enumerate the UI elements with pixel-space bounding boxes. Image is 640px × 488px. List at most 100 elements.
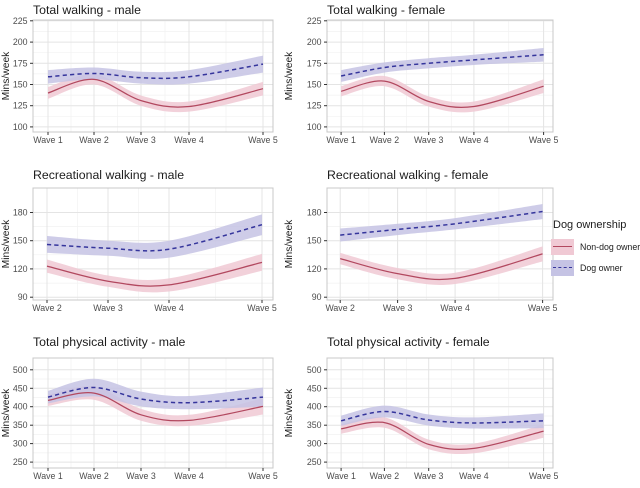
y-tick-label: 400 [13,402,28,412]
x-tick-label: Wave 3 [383,303,413,313]
x-tick-label: Wave 4 [440,303,470,313]
x-tick-label: Wave 2 [370,135,400,145]
y-tick-label: 500 [307,365,322,375]
y-tick-label: 200 [13,37,28,47]
panel-border [32,357,274,469]
non-dog-owner-confidence-band [47,253,262,293]
non-dog-owner-line [340,421,544,450]
y-tick-label: 250 [307,457,322,467]
x-tick-label: Wave 2 [79,471,109,481]
x-tick-label: Wave 4 [459,135,489,145]
panel-title: Recreational walking - female [327,168,488,182]
solid-line-icon [553,246,572,247]
panel-title: Total walking - female [327,3,445,17]
x-tick-label: Wave 3 [414,471,444,481]
non-dog-owner-line [340,80,544,109]
y-tick-label: 150 [13,236,28,246]
x-tick-label: Wave 5 [248,135,278,145]
axes: 100 125 150 175 200 225 Wave 1 Wave 2 Wave 3 Wave… [307,16,559,145]
panel-border [326,19,554,133]
y-tick-label: 180 [307,207,322,217]
dog-owner-line [340,54,544,77]
dog-owner-line [340,210,543,236]
chart-panel-total-walking-female: 100 125 150 175 200 225 Wave 1 Wave 2 Wave 3 Wave… [283,0,588,156]
y-axis-label: Mins/week [284,51,295,100]
y-tick-label: 90 [312,292,322,302]
y-tick-label: 175 [13,58,28,68]
y-axis-label: Mins/week [284,219,295,268]
x-tick-label: Wave 5 [529,471,559,481]
legend-item-non-dog-owner: Non-dog owner [551,239,640,255]
axes: 100 125 150 175 200 225 Wave 1 Wave 2 Wave 3 Wave… [13,16,278,145]
x-tick-label: Wave 5 [248,471,278,481]
chart-svg-total-physical-activity-female: 250 300 350 400 450 500 Wave 1 Wave 2 Wave 3 Wave… [284,335,559,481]
x-tick-label: Wave 5 [529,135,559,145]
panel-title: Recreational walking - male [33,168,184,182]
y-tick-label: 175 [307,58,322,68]
non-dog-owner-line [47,78,264,108]
y-tick-label: 300 [13,439,28,449]
chart-svg-recreational-walking-male: 90 120 150 180 Wave 2 Wave 3 Wave 4 Wave 5 Recre… [1,168,277,313]
y-axis-label: Mins/week [1,219,12,268]
x-tick-label: Wave 4 [459,471,489,481]
y-tick-label: 450 [13,383,28,393]
legend-item-dog-owner: Dog owner [551,260,640,276]
x-tick-label: Wave 3 [126,471,156,481]
y-tick-label: 125 [13,101,28,111]
y-tick-label: 125 [307,101,322,111]
panel-border [326,357,554,469]
x-tick-label: Wave 2 [79,135,109,145]
legend-item-label: Non-dog owner [580,242,640,252]
dog-owner-confidence-band [341,405,544,429]
y-tick-label: 225 [13,16,28,26]
panel-title: Total physical activity - male [33,335,186,349]
dog-owner-confidence-band [340,204,543,242]
y-tick-label: 225 [307,16,322,26]
non-dog-owner-confidence-band [340,246,543,285]
y-tick-label: 500 [13,365,28,375]
chart-svg-recreational-walking-female: 90 120 150 180 Wave 2 Wave 3 Wave 4 Wave 5 Recre… [284,168,558,313]
panel-title: Total physical activity - female [327,335,490,349]
x-tick-label: Wave 4 [154,303,184,313]
x-tick-label: Wave 2 [32,303,62,313]
chart-panel-recreational-walking-male: 90 120 150 180 Wave 2 Wave 3 Wave 4 Wave 5 Recre… [0,163,300,321]
non-dog-owner-line [46,261,263,287]
y-tick-label: 150 [307,79,322,89]
y-tick-label: 120 [13,264,28,274]
x-tick-label: Wave 4 [174,471,204,481]
dog-owner-line [47,63,264,80]
y-axis-label: Mins/week [284,388,295,437]
x-tick-label: Wave 4 [174,135,204,145]
axes: 250 300 350 400 450 500 Wave 1 Wave 2 Wave 3 Wave… [307,365,559,481]
y-tick-label: 300 [307,439,322,449]
chart-svg-total-walking-male: 100 125 150 175 200 225 Wave 1 Wave 2 Wave 3 Wave… [1,3,278,145]
x-tick-label: Wave 1 [326,135,356,145]
dog-owner-key-icon [551,260,574,276]
legend-item-label: Dog owner [580,263,623,273]
x-tick-label: Wave 1 [326,471,356,481]
dog-owner-confidence-band [48,55,263,85]
chart-panel-total-physical-activity-male: 250 300 350 400 450 500 Wave 1 Wave 2 Wave 3 Wave… [0,328,300,488]
y-tick-label: 120 [307,264,322,274]
y-axis-label: Mins/week [1,388,12,437]
legend-title: Dog ownership [553,219,627,231]
dog-owner-confidence-band [341,48,544,82]
x-tick-label: Wave 2 [370,471,400,481]
legend: Dog ownership Non-dog owner Dog owner [551,219,640,281]
y-tick-label: 350 [307,420,322,430]
panel-border [32,19,274,133]
x-tick-label: Wave 1 [33,471,63,481]
axes: 90 120 150 180 Wave 2 Wave 3 Wave 4 Wave 5 [13,207,277,313]
x-tick-label: Wave 5 [528,303,558,313]
y-tick-label: 180 [13,207,28,217]
axes: 90 120 150 180 Wave 2 Wave 3 Wave 4 Wave 5 [307,207,558,313]
chart-panel-recreational-walking-female: 90 120 150 180 Wave 2 Wave 3 Wave 4 Wave 5 Recre… [283,163,588,321]
x-tick-label: Wave 3 [414,135,444,145]
non-dog-owner-confidence-band [341,75,544,113]
dog-owner-line [340,410,544,424]
x-tick-label: Wave 5 [247,303,277,313]
panel-title: Total walking - male [33,3,141,17]
y-tick-label: 350 [13,420,28,430]
y-tick-label: 250 [13,457,28,467]
